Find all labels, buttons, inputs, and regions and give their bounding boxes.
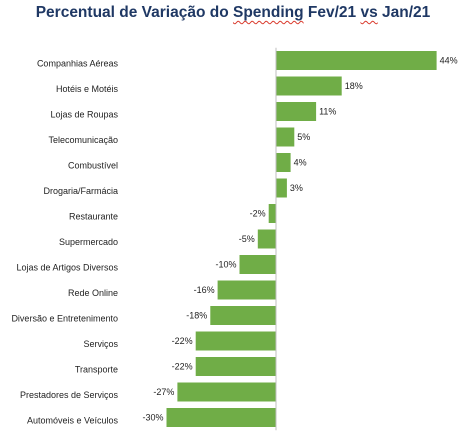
category-label: Restaurante xyxy=(69,212,118,222)
category-label: Diversão e Entretenimento xyxy=(11,314,118,324)
value-label: -10% xyxy=(215,260,236,270)
value-label: 44% xyxy=(440,56,458,66)
bar-9 xyxy=(239,255,276,274)
value-label: 18% xyxy=(345,81,363,91)
category-label: Companhias Aéreas xyxy=(37,59,119,69)
title-part-5: Jan/21 xyxy=(377,4,431,21)
category-label: Telecomunicação xyxy=(48,135,118,145)
category-label: Lojas de Artigos Diversos xyxy=(16,263,118,273)
bars-layer: Companhias Aéreas 44% Hotéis e Motéis 18% Lo… xyxy=(11,51,458,427)
category-label: Transporte xyxy=(75,365,118,375)
bar-11 xyxy=(210,306,276,325)
category-label: Rede Online xyxy=(68,288,118,298)
value-label: -22% xyxy=(172,362,193,372)
bar-14 xyxy=(177,382,276,402)
value-label: 4% xyxy=(294,158,307,168)
bar-8 xyxy=(257,229,277,249)
category-label: Serviços xyxy=(83,339,118,349)
value-label: -30% xyxy=(142,413,163,423)
value-label: 3% xyxy=(290,183,303,193)
value-label: 11% xyxy=(319,107,336,117)
category-label: Lojas de Roupas xyxy=(50,110,118,120)
bar-1 xyxy=(276,51,437,70)
bar-6 xyxy=(276,178,287,198)
value-label: -27% xyxy=(153,387,174,397)
value-label: -16% xyxy=(194,285,215,295)
title-part-4: vs xyxy=(360,4,378,21)
bar-3 xyxy=(276,102,317,121)
category-label: Automóveis e Veículos xyxy=(27,416,119,426)
chart-title: Percentual de Variação do Spending Fev/2… xyxy=(0,4,466,22)
value-label: -22% xyxy=(172,336,193,346)
value-label: -5% xyxy=(239,234,255,244)
value-label: -2% xyxy=(250,209,266,219)
title-part-1: Percentual de Variação do xyxy=(35,4,233,21)
bar-10 xyxy=(217,280,276,300)
bar-15 xyxy=(166,408,276,427)
title-part-3: Fev/21 xyxy=(303,4,361,21)
category-label: Supermercado xyxy=(59,237,118,247)
title-part-2: Spending xyxy=(232,4,304,21)
bar-7 xyxy=(268,204,276,223)
bar-2 xyxy=(276,76,342,96)
bar-5 xyxy=(276,153,291,172)
category-label: Combustível xyxy=(68,161,118,171)
category-label: Hotéis e Motéis xyxy=(56,84,119,94)
value-label: -18% xyxy=(186,311,207,321)
category-label: Drogaria/Farmácia xyxy=(43,186,118,196)
bar-12 xyxy=(195,331,276,351)
category-label: Prestadores de Serviços xyxy=(20,390,119,400)
bar-13 xyxy=(195,357,276,376)
bar-4 xyxy=(276,127,295,147)
value-label: 5% xyxy=(297,132,310,142)
